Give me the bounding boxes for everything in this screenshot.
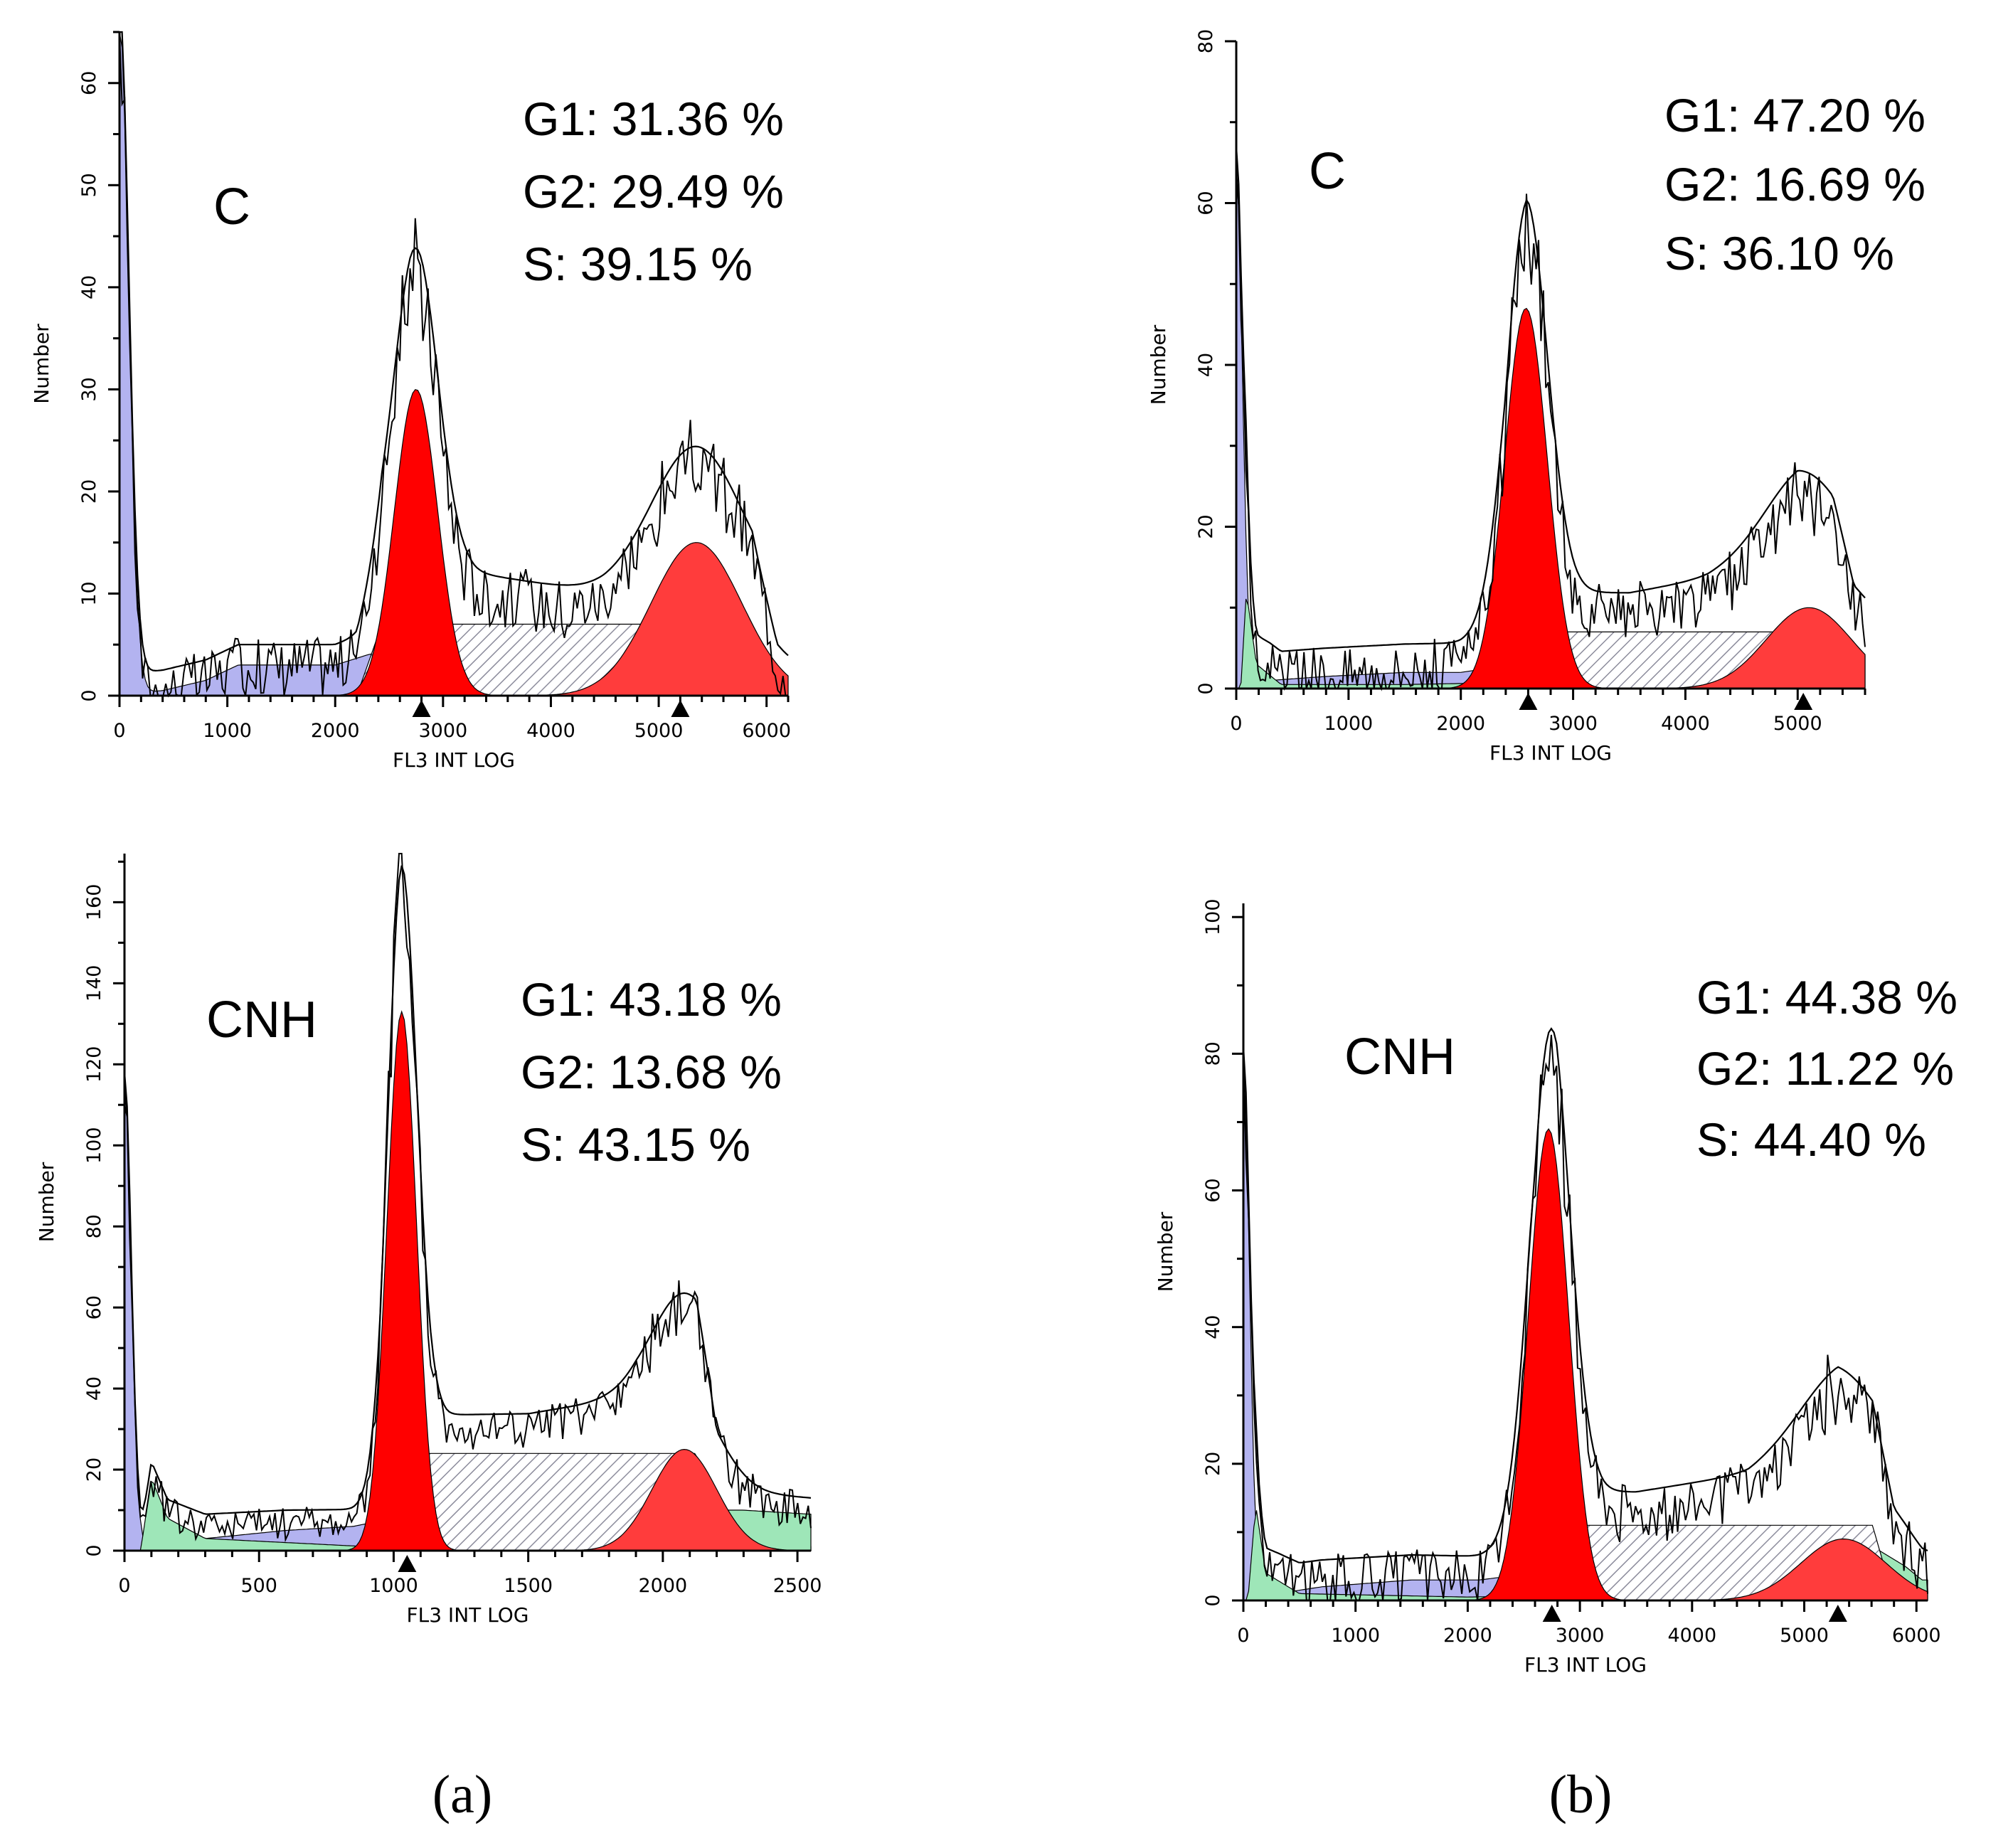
x-axis-title: FL3 INT LOG	[1489, 741, 1612, 765]
peak-marker-icon	[1542, 1605, 1561, 1622]
sample-label: C	[213, 179, 250, 235]
x-tick-label: 5000	[634, 720, 684, 742]
y-tick-label: 60	[83, 1295, 105, 1319]
y-tick-label: 80	[1202, 1041, 1224, 1066]
x-tick-label: 1000	[1324, 713, 1373, 735]
sample-label: CNH	[1344, 1029, 1455, 1085]
panel-label-a: (a)	[432, 1765, 492, 1825]
chart-a-top: 0 1000 2000 3000 4000 5000 6000 0 10 20 30 40 50 60 FL…	[30, 31, 791, 772]
y-tick-label: 20	[1202, 1452, 1224, 1476]
y-tick-label: 100	[1202, 898, 1224, 935]
x-tick-label: 3000	[1549, 713, 1598, 735]
y-tick-label: 20	[1195, 514, 1217, 538]
y-tick-label: 50	[78, 173, 100, 197]
model-fit-line	[123, 865, 812, 1515]
y-tick-label: 40	[78, 275, 100, 299]
x-axis-title: FL3 INT LOG	[393, 748, 515, 772]
y-tick-label: 0	[1202, 1594, 1224, 1606]
x-tick-label: 1000	[369, 1575, 418, 1597]
y-axis-title: Number	[1154, 1211, 1177, 1292]
phase-stat-text: G1: 43.18 %	[521, 973, 782, 1026]
y-tick-label: 160	[83, 884, 105, 921]
x-tick-label: 3000	[418, 720, 467, 742]
peak-marker-icon	[1828, 1605, 1847, 1622]
y-tick-label: 30	[78, 377, 100, 401]
phase-stat-text: S: 44.40 %	[1696, 1113, 1926, 1166]
sample-label: CNH	[206, 992, 317, 1048]
sample-label: C	[1309, 143, 1346, 200]
chart-b-top: 0 1000 2000 3000 4000 5000 0 20 40 60 80 FL3 INT LO…	[1147, 29, 1926, 765]
y-tick-label: 0	[78, 689, 100, 701]
x-tick-label: 2000	[639, 1575, 688, 1597]
y-tick-label: 0	[1195, 682, 1217, 694]
x-tick-label: 2000	[311, 720, 360, 742]
y-tick-label: 20	[78, 479, 100, 504]
phase-stat-text: S: 39.15 %	[523, 238, 753, 290]
x-tick-label: 1000	[1331, 1625, 1380, 1647]
model-fit-line	[1235, 146, 1866, 652]
y-tick-label: 100	[83, 1127, 105, 1164]
x-tick-label: 500	[240, 1575, 277, 1597]
x-tick-label: 0	[113, 720, 125, 742]
y-tick-label: 40	[83, 1376, 105, 1401]
phase-stat-text: S: 43.15 %	[521, 1118, 750, 1171]
phase-stat-text: G1: 47.20 %	[1664, 89, 1926, 142]
y-tick-label: 40	[1195, 353, 1217, 377]
x-tick-label: 4000	[526, 720, 575, 742]
model-fit-line	[1242, 1027, 1928, 1563]
x-tick-label: 6000	[742, 720, 791, 742]
phase-stat-text: G2: 13.68 %	[521, 1046, 782, 1098]
y-tick-label: 120	[83, 1046, 105, 1083]
panel-label-b: (b)	[1549, 1765, 1613, 1825]
y-tick-label: 60	[78, 71, 100, 95]
peak-marker-icon	[1519, 693, 1538, 710]
y-axis-title: Number	[35, 1162, 58, 1242]
x-tick-label: 0	[1230, 713, 1242, 735]
model-fit-line	[119, 31, 789, 672]
x-tick-label: 4000	[1661, 713, 1710, 735]
y-tick-label: 0	[83, 1544, 105, 1556]
phase-stat-text: G2: 16.69 %	[1664, 158, 1926, 211]
y-tick-label: 20	[83, 1457, 105, 1482]
y-tick-label: 40	[1202, 1315, 1224, 1339]
x-tick-label: 0	[1237, 1625, 1249, 1647]
chart-b-bottom: 0 1000 2000 3000 4000 5000 6000 0 20 40 60 80 100 FL3…	[1154, 898, 1958, 1677]
raw-histogram-line	[124, 853, 812, 1543]
phase-stat-text: G1: 44.38 %	[1696, 971, 1958, 1024]
y-tick-label: 140	[83, 965, 105, 1002]
x-tick-label: 2500	[773, 1575, 822, 1597]
x-tick-label: 6000	[1892, 1625, 1941, 1647]
phase-stat-text: G2: 11.22 %	[1696, 1042, 1954, 1095]
x-tick-label: 1000	[203, 720, 252, 742]
x-tick-label: 5000	[1773, 713, 1822, 735]
peak-marker-icon	[671, 700, 690, 717]
peak-marker-icon	[1794, 693, 1813, 710]
x-tick-label: 4000	[1667, 1625, 1716, 1647]
y-tick-label: 10	[78, 581, 100, 605]
phase-stat-text: S: 36.10 %	[1664, 227, 1894, 280]
x-axis-title: FL3 INT LOG	[1524, 1653, 1647, 1677]
raw-histogram-line	[119, 31, 788, 698]
x-axis-title: FL3 INT LOG	[407, 1603, 529, 1627]
peak-marker-icon	[398, 1555, 417, 1572]
x-tick-label: 5000	[1780, 1625, 1829, 1647]
x-tick-label: 3000	[1556, 1625, 1605, 1647]
chart-a-bottom: 0 500 1000 1500 2000 2500 0 20 40 60 80 100 120 140 16…	[35, 853, 822, 1627]
x-tick-label: 2000	[1436, 713, 1485, 735]
y-axis-title: Number	[30, 324, 53, 404]
phase-stat-text: G1: 31.36 %	[523, 92, 784, 145]
y-tick-label: 80	[1195, 29, 1217, 53]
y-tick-label: 60	[1195, 191, 1217, 215]
y-tick-label: 60	[1202, 1178, 1224, 1202]
x-tick-label: 1500	[504, 1575, 553, 1597]
phase-stat-text: G2: 29.49 %	[523, 165, 784, 218]
x-tick-label: 2000	[1443, 1625, 1492, 1647]
y-tick-label: 80	[83, 1214, 105, 1238]
raw-histogram-line	[1236, 169, 1866, 691]
y-axis-title: Number	[1147, 324, 1170, 405]
x-tick-label: 0	[118, 1575, 130, 1597]
peak-marker-icon	[412, 700, 431, 717]
